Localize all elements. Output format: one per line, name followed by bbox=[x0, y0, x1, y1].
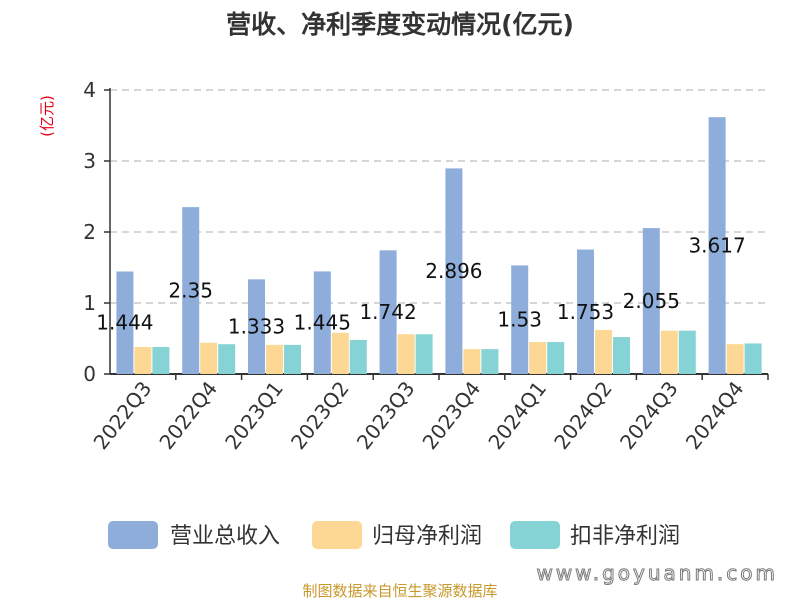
chart-title: 营收、净利季度变动情况(亿元) bbox=[226, 10, 574, 39]
legend-item-net-profit: 归母净利润 bbox=[312, 521, 482, 549]
bar-series-1 bbox=[708, 117, 726, 375]
legend-item-deducted-profit: 扣非净利润 bbox=[510, 521, 680, 549]
bar-series-3 bbox=[152, 347, 170, 374]
y-tick-label: 1 bbox=[83, 291, 96, 315]
bar-series-3 bbox=[218, 344, 236, 374]
x-tick-label: 2024Q2 bbox=[549, 377, 617, 454]
legend-label-revenue: 营业总收入 bbox=[170, 524, 280, 549]
legend: 营业总收入 归母净利润 扣非净利润 bbox=[108, 521, 680, 549]
x-tick-label: 2024Q4 bbox=[681, 377, 749, 454]
x-tick-label: 2022Q4 bbox=[154, 377, 222, 454]
legend-label-deducted-profit: 扣非净利润 bbox=[570, 524, 680, 549]
bar-series-1 bbox=[379, 250, 397, 374]
y-tick-label: 4 bbox=[83, 78, 96, 102]
bar-series-1 bbox=[642, 228, 660, 374]
bar-series-2 bbox=[529, 342, 547, 374]
bar-series-1 bbox=[116, 271, 134, 374]
bar-series-3 bbox=[678, 330, 696, 374]
data-label: 2.896 bbox=[425, 259, 482, 283]
bar-series-3 bbox=[349, 339, 367, 374]
bar-series-3 bbox=[744, 343, 762, 374]
bar-series-2 bbox=[463, 349, 481, 374]
data-label: 3.617 bbox=[688, 234, 745, 258]
legend-label-net-profit: 归母净利润 bbox=[372, 524, 482, 549]
bar-series-2 bbox=[134, 347, 152, 374]
x-tick-label: 2023Q3 bbox=[352, 377, 420, 454]
bar-series-1 bbox=[248, 279, 265, 374]
data-label: 1.53 bbox=[497, 308, 542, 332]
bar-series-2 bbox=[726, 344, 744, 374]
bar-series-1 bbox=[511, 265, 529, 374]
x-tick-label: 2023Q2 bbox=[286, 377, 354, 454]
data-label: 1.444 bbox=[96, 311, 153, 335]
data-label: 1.753 bbox=[557, 300, 614, 324]
grid-lines bbox=[110, 89, 768, 304]
x-tick-label: 2024Q1 bbox=[483, 377, 551, 454]
bar-series-2 bbox=[595, 329, 612, 374]
bar-series-2 bbox=[266, 344, 283, 374]
y-axis-title: (亿元) bbox=[38, 95, 56, 137]
bar-series-1 bbox=[182, 207, 200, 374]
x-tick-label: 2023Q1 bbox=[220, 377, 288, 454]
bar-series-3 bbox=[415, 334, 433, 374]
legend-swatch-net-profit bbox=[312, 521, 362, 549]
data-label: 1.445 bbox=[294, 311, 351, 335]
y-tick-label: 3 bbox=[83, 149, 96, 173]
data-label: 2.35 bbox=[168, 279, 213, 303]
x-tick-label: 2022Q3 bbox=[89, 377, 157, 454]
data-label: 1.333 bbox=[228, 315, 285, 339]
bar-series-2 bbox=[331, 332, 349, 374]
watermark: www.goyuanm.com bbox=[536, 561, 778, 585]
data-label: 1.742 bbox=[359, 300, 416, 324]
bar-series-1 bbox=[445, 168, 463, 374]
bar-series-2 bbox=[200, 342, 218, 374]
bar-series-3 bbox=[284, 344, 301, 374]
source-footer: 制图数据来自恒生聚源数据库 bbox=[302, 582, 497, 600]
bars bbox=[116, 117, 762, 375]
legend-item-revenue: 营业总收入 bbox=[108, 521, 280, 549]
bar-series-1 bbox=[577, 249, 594, 374]
bar-series-1 bbox=[313, 271, 331, 374]
data-label: 2.055 bbox=[623, 289, 680, 313]
x-tick-label: 2024Q3 bbox=[615, 377, 683, 454]
bar-series-3 bbox=[547, 342, 565, 374]
legend-swatch-deducted-profit bbox=[510, 521, 560, 549]
bar-series-2 bbox=[660, 330, 678, 374]
bar-series-3 bbox=[613, 337, 630, 374]
bar-series-2 bbox=[397, 334, 415, 374]
x-tick-label: 2023Q4 bbox=[418, 377, 486, 454]
y-tick-label: 0 bbox=[83, 362, 96, 386]
data-labels: 1.444 2.35 1.333 1.445 1.742 2.896 1.53 1.753 2.… bbox=[96, 234, 745, 339]
y-tick-label: 2 bbox=[83, 220, 96, 244]
bar-series-3 bbox=[481, 349, 499, 374]
legend-swatch-revenue bbox=[108, 521, 158, 549]
